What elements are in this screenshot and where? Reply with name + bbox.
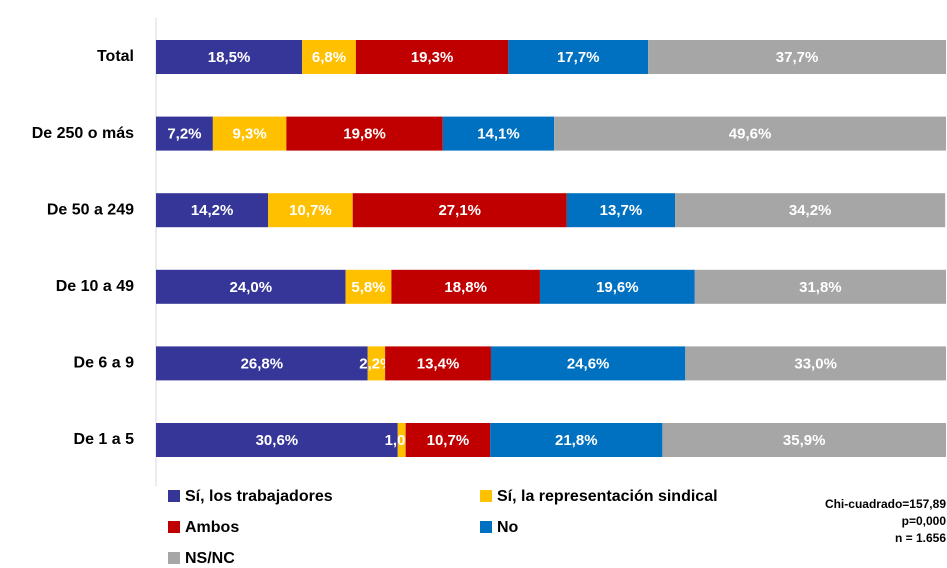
value-label: 24,0% bbox=[230, 279, 273, 296]
value-label: 18,8% bbox=[444, 279, 487, 296]
value-label: 19,3% bbox=[411, 49, 454, 66]
y-tick-label: De 6 a 9 bbox=[74, 355, 135, 372]
annotation: n = 1.656 bbox=[895, 531, 946, 545]
value-label: 13,4% bbox=[417, 355, 460, 372]
legend-label: No bbox=[497, 519, 519, 536]
legend-label: Ambos bbox=[185, 519, 239, 536]
value-label: 10,7% bbox=[289, 202, 332, 219]
value-label: 19,8% bbox=[343, 126, 386, 143]
value-label: 19,6% bbox=[596, 279, 639, 296]
bar-segment bbox=[352, 193, 567, 228]
bar-segment bbox=[156, 40, 303, 74]
value-label: 14,2% bbox=[191, 202, 234, 219]
bar-segment bbox=[554, 116, 946, 151]
value-label: 30,6% bbox=[256, 432, 299, 449]
value-label: 37,7% bbox=[776, 49, 819, 66]
bar-segment bbox=[490, 423, 663, 457]
legend-swatch bbox=[168, 490, 180, 502]
y-tick-label: De 10 a 49 bbox=[56, 278, 134, 295]
value-label: 27,1% bbox=[438, 202, 481, 219]
value-label: 49,6% bbox=[729, 126, 772, 143]
bar-segment bbox=[355, 40, 509, 74]
y-tick-label: De 250 o más bbox=[32, 125, 134, 142]
y-tick-label: Total bbox=[97, 48, 134, 65]
bar-segment bbox=[385, 346, 491, 381]
bar-segment bbox=[694, 269, 946, 304]
bar-segment bbox=[397, 423, 406, 457]
bar-segment bbox=[345, 269, 392, 304]
bar-segment bbox=[539, 269, 695, 304]
value-label: 14,1% bbox=[477, 126, 520, 143]
bar-segment bbox=[156, 269, 346, 304]
annotation: p=0,000 bbox=[902, 514, 947, 528]
value-label: 35,9% bbox=[783, 432, 826, 449]
legend-label: Sí, los trabajadores bbox=[185, 488, 333, 505]
bar-segment bbox=[286, 116, 443, 151]
value-label: 18,5% bbox=[208, 49, 251, 66]
bar-segment bbox=[566, 193, 676, 228]
value-label: 10,7% bbox=[427, 432, 470, 449]
bar-segment bbox=[367, 346, 386, 381]
bar-segment bbox=[405, 423, 491, 457]
bar-segment bbox=[685, 346, 946, 381]
bar-segment bbox=[648, 40, 946, 74]
bar-segment bbox=[156, 193, 269, 228]
bar-segment bbox=[508, 40, 649, 74]
bar-segment bbox=[156, 116, 213, 151]
bar-segment bbox=[662, 423, 946, 457]
value-label: 31,8% bbox=[799, 279, 842, 296]
value-label: 17,7% bbox=[557, 49, 600, 66]
bar-segment bbox=[442, 116, 555, 151]
value-label: 34,2% bbox=[789, 202, 832, 219]
bar-segment bbox=[490, 346, 686, 381]
legend-swatch bbox=[480, 490, 492, 502]
value-label: 9,3% bbox=[233, 126, 267, 143]
bar-segment bbox=[212, 116, 287, 151]
bar-segment bbox=[302, 40, 356, 74]
value-label: 24,6% bbox=[567, 355, 610, 372]
value-label: 7,2% bbox=[167, 126, 201, 143]
bar-segment bbox=[391, 269, 540, 304]
y-tick-label: De 1 a 5 bbox=[74, 431, 135, 448]
bar-segment bbox=[675, 193, 946, 228]
bar-segment bbox=[156, 346, 368, 381]
value-label: 33,0% bbox=[794, 355, 837, 372]
legend-swatch bbox=[168, 552, 180, 564]
annotation: Chi-cuadrado=157,89 bbox=[825, 497, 946, 511]
value-label: 5,8% bbox=[351, 279, 385, 296]
value-label: 2,2% bbox=[359, 355, 393, 372]
bar-segment bbox=[268, 193, 353, 228]
bar-segment bbox=[156, 423, 398, 457]
value-label: 6,8% bbox=[312, 49, 346, 66]
value-label: 26,8% bbox=[241, 355, 284, 372]
legend-swatch bbox=[168, 521, 180, 533]
value-label: 13,7% bbox=[600, 202, 643, 219]
legend-label: Sí, la representación sindical bbox=[497, 488, 718, 505]
y-tick-label: De 50 a 249 bbox=[47, 201, 134, 218]
value-label: 21,8% bbox=[555, 432, 598, 449]
legend-label: NS/NC bbox=[185, 550, 235, 567]
legend-swatch bbox=[480, 521, 492, 533]
